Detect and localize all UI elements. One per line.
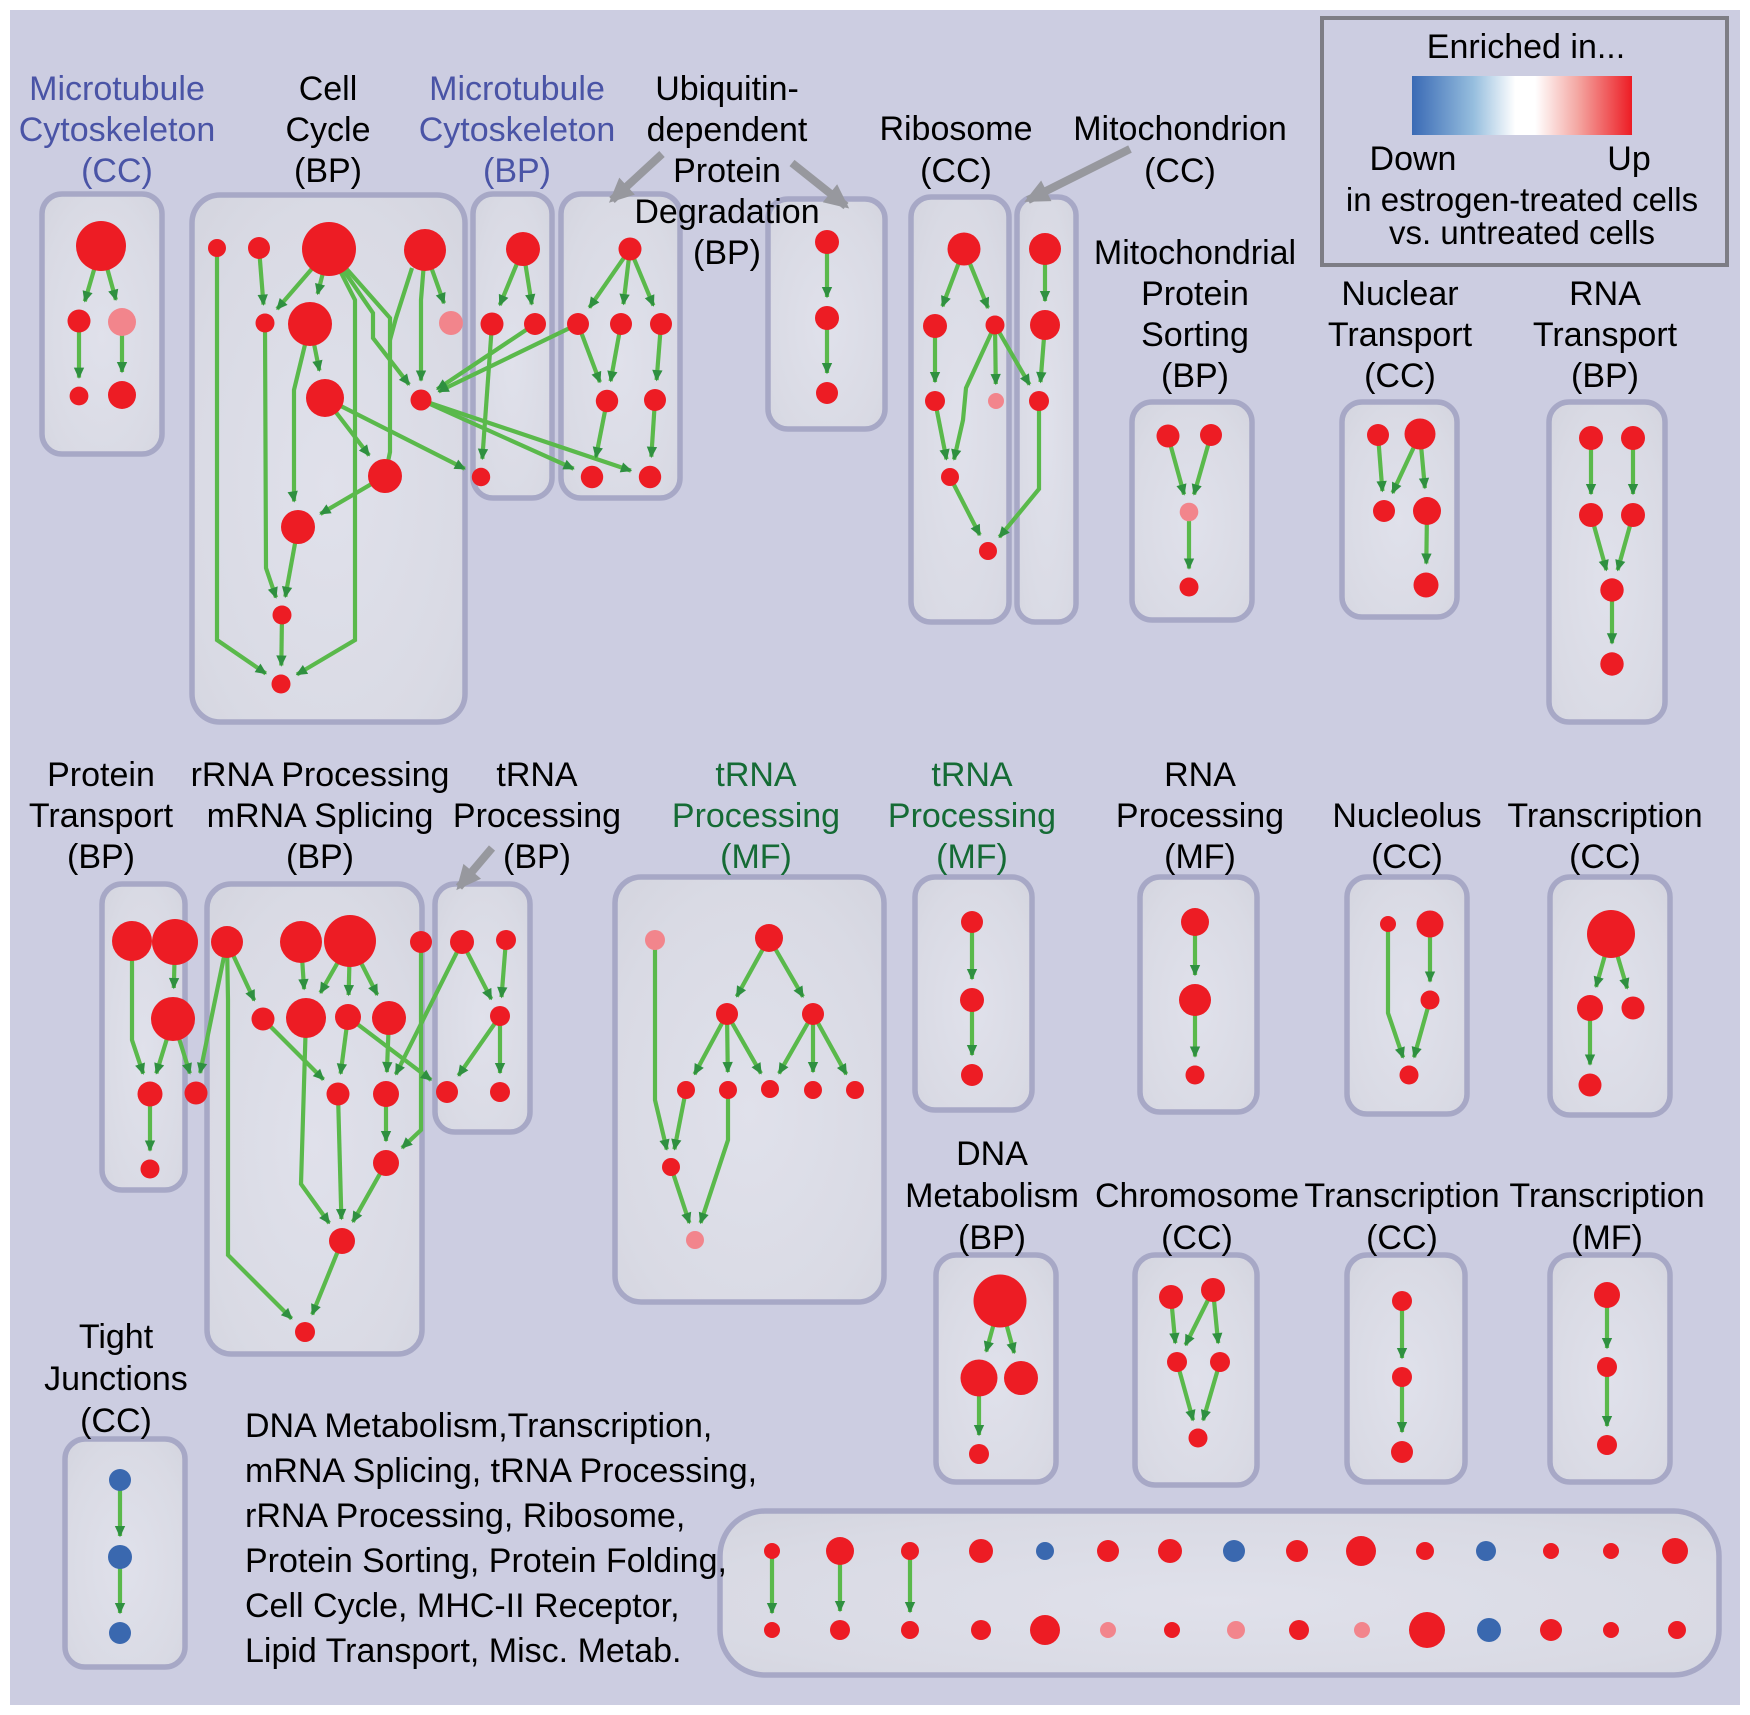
svg-text:tRNA: tRNA	[931, 756, 1013, 794]
svg-text:Up: Up	[1607, 140, 1650, 178]
svg-text:(BP): (BP)	[1161, 357, 1229, 395]
svg-text:Tight: Tight	[79, 1318, 154, 1356]
svg-text:Protein Sorting, Protein Foldi: Protein Sorting, Protein Folding,	[245, 1542, 727, 1580]
svg-text:Cell Cycle, MHC-II Receptor,: Cell Cycle, MHC-II Receptor,	[245, 1587, 680, 1625]
svg-text:(CC): (CC)	[920, 152, 992, 190]
svg-text:Ribosome: Ribosome	[879, 110, 1032, 148]
svg-text:Transport: Transport	[1328, 316, 1473, 354]
svg-text:(BP): (BP)	[693, 234, 761, 272]
svg-text:Processing: Processing	[453, 797, 621, 835]
svg-text:Mitochondrion: Mitochondrion	[1073, 110, 1287, 148]
svg-text:Cytoskeleton: Cytoskeleton	[419, 111, 616, 149]
svg-text:tRNA: tRNA	[715, 756, 797, 794]
svg-text:(CC): (CC)	[1366, 1219, 1438, 1257]
svg-text:Chromosome: Chromosome	[1095, 1177, 1299, 1215]
svg-text:RNA: RNA	[1569, 275, 1641, 313]
svg-text:Microtubule: Microtubule	[29, 70, 205, 108]
svg-text:(CC): (CC)	[1364, 357, 1436, 395]
svg-text:Processing: Processing	[1116, 797, 1284, 835]
svg-text:(MF): (MF)	[1164, 838, 1236, 876]
svg-text:dependent: dependent	[647, 111, 808, 149]
svg-text:Sorting: Sorting	[1141, 316, 1249, 354]
svg-text:Ubiquitin-: Ubiquitin-	[655, 70, 799, 108]
svg-text:(CC): (CC)	[1371, 838, 1443, 876]
svg-text:Transport: Transport	[1533, 316, 1678, 354]
svg-text:Transcription: Transcription	[1509, 1177, 1704, 1215]
svg-text:(BP): (BP)	[1571, 357, 1639, 395]
svg-text:(BP): (BP)	[503, 838, 571, 876]
svg-text:Processing: Processing	[888, 797, 1056, 835]
svg-text:Protein: Protein	[1141, 275, 1249, 313]
svg-text:vs. untreated cells: vs. untreated cells	[1389, 214, 1655, 251]
svg-text:(MF): (MF)	[936, 838, 1008, 876]
svg-text:Nucleolus: Nucleolus	[1332, 797, 1481, 835]
svg-text:Nuclear: Nuclear	[1341, 275, 1458, 313]
svg-text:Cycle: Cycle	[285, 111, 370, 149]
svg-text:Junctions: Junctions	[44, 1360, 188, 1398]
svg-text:Down: Down	[1370, 140, 1457, 178]
svg-text:(CC): (CC)	[81, 152, 153, 190]
svg-text:DNA: DNA	[956, 1135, 1028, 1173]
svg-text:Transport: Transport	[29, 797, 174, 835]
svg-text:(BP): (BP)	[67, 838, 135, 876]
svg-text:Microtubule: Microtubule	[429, 70, 605, 108]
svg-text:rRNA Processing, Ribosome,: rRNA Processing, Ribosome,	[245, 1497, 685, 1535]
svg-text:(BP): (BP)	[958, 1219, 1026, 1257]
svg-text:Transcription: Transcription	[1304, 1177, 1499, 1215]
svg-text:(BP): (BP)	[286, 838, 354, 876]
svg-text:(CC): (CC)	[1569, 838, 1641, 876]
svg-text:mRNA Splicing, tRNA Processing: mRNA Splicing, tRNA Processing,	[245, 1452, 757, 1490]
svg-text:(CC): (CC)	[80, 1402, 152, 1440]
svg-text:Lipid Transport, Misc. Metab.: Lipid Transport, Misc. Metab.	[245, 1632, 682, 1670]
svg-text:Processing: Processing	[672, 797, 840, 835]
svg-text:DNA Metabolism,Transcription,: DNA Metabolism,Transcription,	[245, 1407, 712, 1445]
svg-text:Cell: Cell	[299, 70, 358, 108]
svg-text:Cytoskeleton: Cytoskeleton	[19, 111, 216, 149]
svg-text:(MF): (MF)	[1571, 1219, 1643, 1257]
svg-text:in estrogen-treated cells: in estrogen-treated cells	[1346, 181, 1698, 218]
svg-text:Metabolism: Metabolism	[905, 1177, 1079, 1215]
svg-text:rRNA Processing: rRNA Processing	[191, 756, 450, 794]
svg-text:(CC): (CC)	[1161, 1219, 1233, 1257]
svg-text:(BP): (BP)	[483, 152, 551, 190]
svg-text:Degradation: Degradation	[634, 193, 819, 231]
svg-text:Enriched in...: Enriched in...	[1427, 28, 1625, 66]
svg-text:Transcription: Transcription	[1507, 797, 1702, 835]
svg-text:Protein: Protein	[673, 152, 781, 190]
svg-text:Protein: Protein	[47, 756, 155, 794]
svg-text:mRNA Splicing: mRNA Splicing	[207, 797, 434, 835]
svg-text:RNA: RNA	[1164, 756, 1236, 794]
svg-text:(CC): (CC)	[1144, 152, 1216, 190]
svg-text:(MF): (MF)	[720, 838, 792, 876]
svg-text:Mitochondrial: Mitochondrial	[1094, 234, 1296, 272]
svg-text:(BP): (BP)	[294, 152, 362, 190]
svg-text:tRNA: tRNA	[496, 756, 578, 794]
